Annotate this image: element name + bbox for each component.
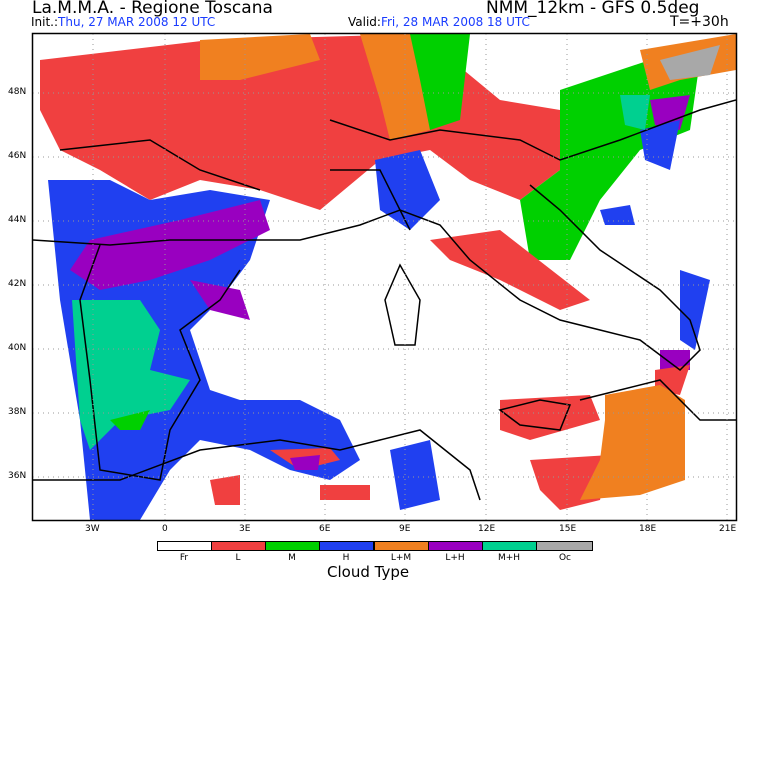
lon-tick: 9E (399, 524, 411, 534)
graticule (33, 34, 736, 520)
lon-tick: 3E (239, 524, 251, 534)
lat-tick: 36N (8, 471, 27, 481)
legend-swatch-l (211, 541, 266, 551)
legend-swatch-oc (536, 541, 593, 551)
legend-swatch-mh (482, 541, 537, 551)
legend-swatch-h (319, 541, 374, 551)
cloud-fields (40, 34, 736, 520)
init-time: Init.:Thu, 27 MAR 2008 12 UTC (31, 15, 215, 29)
legend-label: L+H (445, 553, 465, 563)
valid-time: Valid:Fri, 28 MAR 2008 18 UTC (348, 15, 530, 29)
lat-tick: 38N (8, 407, 27, 417)
legend-label: Fr (179, 553, 189, 563)
legend-swatch-fr (157, 541, 212, 551)
legend-swatch-lh (428, 541, 483, 551)
init-label: Init.: (31, 15, 59, 29)
lat-tick: 46N (8, 151, 27, 161)
lon-tick: 15E (559, 524, 577, 534)
lat-tick: 48N (8, 87, 27, 97)
lat-tick: 40N (8, 343, 27, 353)
legend-label: M (288, 553, 296, 563)
lead-time: T=+30h (670, 14, 729, 30)
lon-tick: 3W (85, 524, 100, 534)
lon-tick: 0 (162, 524, 168, 534)
legend-label: H (342, 553, 350, 563)
legend-label: L (235, 553, 241, 563)
lon-tick: 6E (319, 524, 331, 534)
map-frame (31, 32, 738, 522)
lat-tick: 44N (8, 215, 27, 225)
lon-tick: 21E (719, 524, 737, 534)
lat-tick: 42N (8, 279, 27, 289)
valid-label: Valid: (348, 15, 381, 29)
init-value: Thu, 27 MAR 2008 12 UTC (58, 15, 216, 29)
legend-swatch-lm (374, 541, 429, 551)
legend-label: L+M (390, 553, 412, 563)
legend-label: Oc (558, 553, 572, 563)
model-title: NMM_12km - GFS 0.5deg (486, 0, 700, 18)
lon-tick: 18E (639, 524, 657, 534)
org-title: La.M.M.A. - Regione Toscana (32, 0, 273, 18)
coastlines (33, 99, 736, 501)
legend-label: M+H (497, 553, 521, 563)
valid-value: Fri, 28 MAR 2008 18 UTC (380, 15, 530, 29)
legend-swatch-m (265, 541, 320, 551)
lon-tick: 12E (478, 524, 496, 534)
legend-title: Cloud Type (327, 563, 410, 581)
